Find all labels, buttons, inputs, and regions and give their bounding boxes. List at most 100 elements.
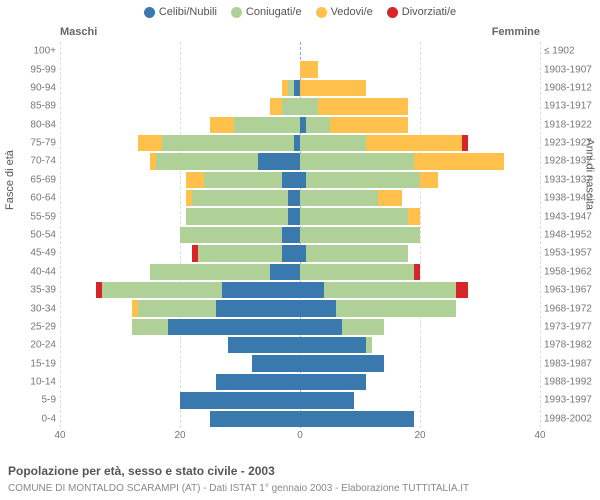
seg-coniugati xyxy=(300,190,378,206)
bar-male xyxy=(60,319,300,335)
seg-celibi xyxy=(300,319,342,335)
legend-label: Celibi/Nubili xyxy=(159,6,217,18)
gridline xyxy=(540,42,541,428)
seg-vedovi xyxy=(420,172,438,188)
birth-year-label: 1923-1927 xyxy=(544,138,596,149)
bar-male xyxy=(60,153,300,169)
age-label: 100+ xyxy=(6,46,56,57)
age-row: 40-441958-1962 xyxy=(60,263,540,281)
seg-celibi xyxy=(300,411,414,427)
seg-coniugati xyxy=(138,300,216,316)
bar-male xyxy=(60,208,300,224)
bar-female xyxy=(300,374,540,390)
age-row: 95-991903-1907 xyxy=(60,60,540,78)
age-row: 70-741928-1932 xyxy=(60,152,540,170)
seg-coniugati xyxy=(366,337,372,353)
bar-female xyxy=(300,337,540,353)
legend-item-vedovi: Vedovi/e xyxy=(316,6,373,18)
seg-divorziati xyxy=(414,264,420,280)
bar-female xyxy=(300,98,540,114)
seg-coniugati xyxy=(150,264,270,280)
bar-female xyxy=(300,135,540,151)
seg-divorziati xyxy=(462,135,468,151)
age-row: 55-591943-1947 xyxy=(60,207,540,225)
seg-celibi xyxy=(252,355,300,371)
seg-vedovi xyxy=(186,172,204,188)
seg-celibi xyxy=(168,319,300,335)
bar-male xyxy=(60,190,300,206)
swatch-celibi xyxy=(144,7,155,18)
bar-male xyxy=(60,300,300,316)
birth-year-label: 1993-1997 xyxy=(544,395,596,406)
seg-celibi xyxy=(300,300,336,316)
age-label: 75-79 xyxy=(6,138,56,149)
bar-female xyxy=(300,282,540,298)
chart-subtitle: COMUNE DI MONTALDO SCARAMPI (AT) - Dati … xyxy=(8,483,469,494)
age-row: 10-141988-1992 xyxy=(60,373,540,391)
bar-female xyxy=(300,245,540,261)
chart-title: Popolazione per età, sesso e stato civil… xyxy=(8,464,275,478)
age-label: 55-59 xyxy=(6,211,56,222)
birth-year-label: 1933-1937 xyxy=(544,174,596,185)
age-row: 50-541948-1952 xyxy=(60,226,540,244)
seg-coniugati xyxy=(132,319,168,335)
birth-year-label: 1908-1912 xyxy=(544,82,596,93)
birth-year-label: 1948-1952 xyxy=(544,229,596,240)
seg-coniugati xyxy=(300,153,414,169)
seg-coniugati xyxy=(102,282,222,298)
header-male: Maschi xyxy=(60,26,97,38)
bar-female xyxy=(300,227,540,243)
bar-female xyxy=(300,264,540,280)
seg-celibi xyxy=(300,337,366,353)
age-label: 35-39 xyxy=(6,285,56,296)
seg-celibi xyxy=(282,172,300,188)
seg-divorziati xyxy=(456,282,468,298)
bar-female xyxy=(300,172,540,188)
seg-coniugati xyxy=(204,172,282,188)
age-label: 0-4 xyxy=(6,413,56,424)
seg-celibi xyxy=(300,374,366,390)
seg-vedovi xyxy=(300,61,318,77)
seg-vedovi xyxy=(408,208,420,224)
age-row: 85-891913-1917 xyxy=(60,97,540,115)
bar-male xyxy=(60,135,300,151)
birth-year-label: 1943-1947 xyxy=(544,211,596,222)
seg-celibi xyxy=(270,264,300,280)
bar-male xyxy=(60,374,300,390)
age-row: 75-791923-1927 xyxy=(60,134,540,152)
seg-coniugati xyxy=(306,172,420,188)
bar-female xyxy=(300,355,540,371)
seg-coniugati xyxy=(186,208,288,224)
seg-vedovi xyxy=(318,98,408,114)
bar-female xyxy=(300,61,540,77)
seg-coniugati xyxy=(300,227,420,243)
seg-vedovi xyxy=(414,153,504,169)
seg-vedovi xyxy=(378,190,402,206)
birth-year-label: 1953-1957 xyxy=(544,248,596,259)
bar-female xyxy=(300,117,540,133)
legend-label: Coniugati/e xyxy=(246,6,302,18)
birth-year-label: 1938-1942 xyxy=(544,193,596,204)
bar-male xyxy=(60,355,300,371)
age-label: 70-74 xyxy=(6,156,56,167)
seg-coniugati xyxy=(300,135,366,151)
swatch-coniugati xyxy=(231,7,242,18)
bar-male xyxy=(60,282,300,298)
birth-year-label: 1958-1962 xyxy=(544,266,596,277)
bar-female xyxy=(300,190,540,206)
age-label: 40-44 xyxy=(6,266,56,277)
birth-year-label: 1918-1922 xyxy=(544,119,596,130)
age-label: 5-9 xyxy=(6,395,56,406)
bar-male xyxy=(60,264,300,280)
seg-celibi xyxy=(282,227,300,243)
bar-male xyxy=(60,411,300,427)
legend-label: Divorziati/e xyxy=(402,6,456,18)
seg-vedovi xyxy=(330,117,408,133)
seg-coniugati xyxy=(324,282,456,298)
age-row: 100+≤ 1902 xyxy=(60,42,540,60)
bar-male xyxy=(60,337,300,353)
x-tick: 40 xyxy=(534,430,545,441)
seg-coniugati xyxy=(300,264,414,280)
birth-year-label: 1988-1992 xyxy=(544,377,596,388)
bar-female xyxy=(300,208,540,224)
